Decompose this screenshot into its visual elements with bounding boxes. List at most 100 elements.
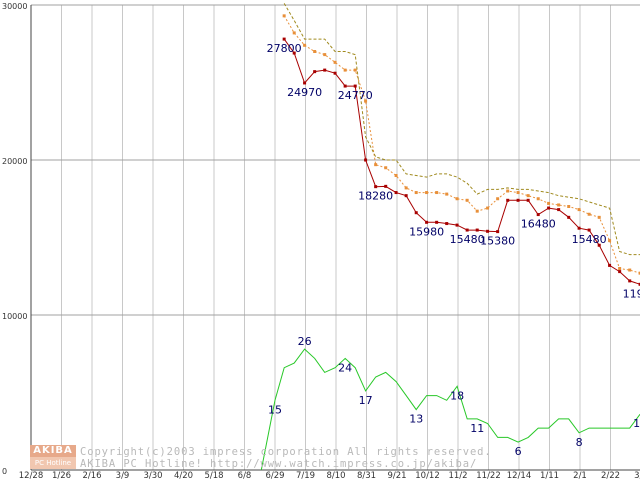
data-point-avg_price	[323, 53, 327, 57]
data-label: 18	[450, 389, 464, 402]
data-point-avg_price	[353, 68, 357, 72]
data-point-min_price	[638, 282, 640, 286]
series-line-max_price	[283, 3, 640, 256]
data-label: 27800	[267, 42, 302, 55]
data-point-avg_price	[628, 268, 632, 272]
data-point-avg_price	[516, 191, 520, 195]
data-point-min_price	[608, 263, 612, 267]
data-point-avg_price	[394, 174, 398, 177]
data-point-avg_price	[435, 191, 439, 195]
data-point-min_price	[333, 71, 337, 75]
x-tick-label: 10/12	[415, 471, 440, 480]
data-point-avg_price	[577, 208, 581, 212]
data-point-min_price	[536, 213, 540, 217]
data-label: 15480	[450, 233, 485, 246]
data-point-avg_price	[475, 209, 479, 213]
akiba-logo: AKIBA PC Hotline	[30, 445, 76, 469]
data-point-avg_price	[303, 43, 307, 47]
data-point-min_price	[343, 84, 347, 88]
data-point-avg_price	[557, 203, 561, 207]
data-point-avg_price	[425, 191, 429, 195]
data-point-min_price	[526, 198, 530, 202]
logo-bottom-text: PC Hotline	[30, 457, 76, 469]
data-point-min_price	[353, 84, 357, 88]
data-label: 26	[298, 335, 312, 348]
x-tick-label: 1/11	[540, 471, 559, 480]
data-point-avg_price	[496, 197, 500, 201]
data-point-avg_price	[343, 68, 347, 72]
data-point-avg_price	[506, 189, 510, 193]
data-point-min_price	[547, 206, 551, 210]
data-point-min_price	[414, 211, 418, 215]
data-point-min_price	[303, 81, 307, 85]
data-point-min_price	[364, 158, 368, 162]
data-point-min_price	[618, 270, 622, 274]
data-label: 6	[515, 445, 522, 458]
data-point-min_price	[597, 243, 601, 247]
x-tick-label: 3/9	[116, 471, 130, 480]
data-point-avg_price	[547, 201, 551, 205]
data-point-avg_price	[526, 194, 530, 198]
data-point-min_price	[567, 215, 571, 219]
data-point-min_price	[465, 228, 469, 232]
logo-top-text: AKIBA	[30, 445, 76, 457]
data-point-min_price	[557, 208, 561, 212]
y-tick-label: 0	[2, 467, 7, 476]
data-label: 24970	[287, 86, 322, 99]
x-tick-label: 3/30	[143, 471, 162, 480]
data-point-min_price	[282, 37, 286, 41]
data-point-min_price	[404, 194, 408, 198]
series-line-min_price	[283, 38, 640, 285]
data-label: 16480	[521, 218, 556, 231]
data-label: 24770	[338, 89, 373, 102]
data-point-avg_price	[282, 14, 286, 18]
data-point-min_price	[384, 184, 388, 188]
x-tick-label: 5/18	[204, 471, 223, 480]
x-tick-label: 12/14	[507, 471, 532, 480]
data-label: 11	[470, 422, 484, 435]
x-tick-label: 11/22	[476, 471, 501, 480]
data-label: 18280	[358, 190, 393, 203]
x-tick-label: 8/10	[326, 471, 345, 480]
data-label: 15480	[572, 233, 607, 246]
data-point-min_price	[516, 198, 520, 202]
y-tick-label: 10000	[2, 312, 27, 321]
x-tick-label: 9/21	[387, 471, 406, 480]
data-point-avg_price	[292, 31, 296, 35]
data-point-avg_price	[587, 212, 591, 216]
x-tick-label: 11/2	[448, 471, 467, 480]
data-point-min_price	[455, 223, 459, 227]
series-line-avg_price	[283, 15, 640, 274]
data-point-avg_price	[414, 191, 418, 195]
data-label: 8	[576, 436, 583, 449]
data-point-min_price	[475, 228, 479, 232]
data-point-avg_price	[608, 239, 612, 243]
data-point-min_price	[313, 70, 317, 74]
data-point-avg_price	[486, 206, 490, 210]
data-point-avg_price	[364, 99, 368, 103]
x-tick-label: 7/19	[296, 471, 315, 480]
data-label: 12	[633, 417, 640, 430]
data-label: 24	[338, 361, 352, 374]
data-point-min_price	[445, 222, 449, 226]
y-tick-label: 20000	[2, 157, 27, 166]
copyright-watermark: Copyright(c)2003 impress corporation All…	[80, 446, 492, 458]
data-point-avg_price	[455, 197, 459, 201]
x-tick-label: 8/31	[357, 471, 376, 480]
x-tick-label: 2/1	[573, 471, 587, 480]
data-point-avg_price	[445, 192, 449, 196]
data-point-min_price	[486, 229, 490, 233]
y-tick-label: 30000	[2, 2, 27, 11]
series-line-shop_count	[260, 348, 640, 471]
data-label: 11980	[623, 287, 640, 300]
x-tick-label: 12/28	[19, 471, 44, 480]
data-label: 15380	[480, 235, 515, 248]
x-tick-label: 3/8	[634, 471, 640, 480]
data-point-min_price	[374, 185, 378, 189]
data-point-min_price	[323, 68, 327, 72]
x-tick-label: 2/22	[601, 471, 620, 480]
data-point-avg_price	[465, 198, 469, 202]
data-point-avg_price	[638, 271, 640, 275]
data-point-avg_price	[618, 267, 622, 270]
